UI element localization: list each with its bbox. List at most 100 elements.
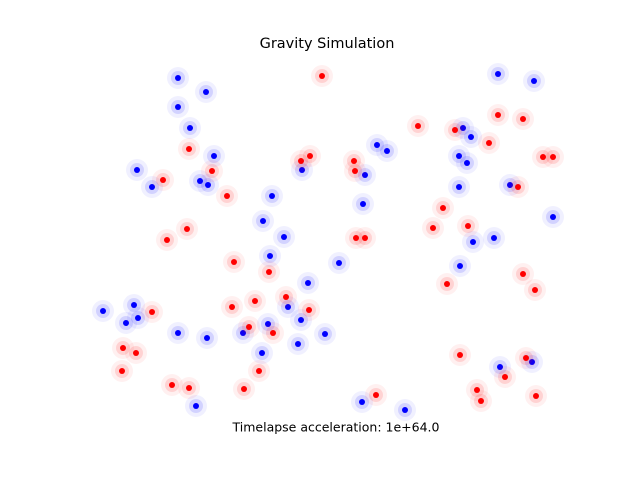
particle — [345, 227, 367, 249]
particle-core — [529, 359, 535, 365]
particle-core — [119, 368, 125, 374]
particle — [262, 322, 284, 344]
particle — [499, 174, 521, 196]
particle — [466, 379, 488, 401]
particle-core — [520, 116, 526, 122]
particle — [344, 160, 366, 182]
particle-core — [186, 146, 192, 152]
particle-core — [351, 158, 357, 164]
particle — [462, 231, 484, 253]
particle — [233, 378, 255, 400]
particle-core — [352, 168, 358, 174]
particle — [449, 344, 471, 366]
particle-core — [160, 177, 166, 183]
particle — [223, 251, 245, 273]
particle — [277, 296, 299, 318]
particle-core — [305, 280, 311, 286]
chart-title: Gravity Simulation — [260, 36, 395, 52]
particle-core — [231, 259, 237, 265]
particle-core — [241, 386, 247, 392]
particle — [354, 227, 376, 249]
particle-core — [452, 127, 458, 133]
particle-core — [457, 263, 463, 269]
particle-core — [123, 320, 129, 326]
particle — [152, 169, 174, 191]
particle — [290, 150, 312, 172]
particle — [185, 395, 207, 417]
particle-core — [298, 317, 304, 323]
particle — [452, 117, 474, 139]
particle — [221, 296, 243, 318]
particle-core — [353, 235, 359, 241]
particle-core — [531, 78, 537, 84]
particle-core — [374, 142, 380, 148]
particle-core — [120, 345, 126, 351]
particle — [203, 145, 225, 167]
particle — [156, 229, 178, 251]
particle-core — [456, 184, 462, 190]
particle-core — [134, 167, 140, 173]
particle-core — [252, 298, 258, 304]
particle — [311, 65, 333, 87]
particle-core — [193, 403, 199, 409]
particle — [195, 81, 217, 103]
particle — [432, 197, 454, 219]
particle-core — [478, 398, 484, 404]
particle — [196, 327, 218, 349]
particle-core — [204, 335, 210, 341]
particle-core — [362, 235, 368, 241]
particle — [111, 360, 133, 382]
particle-core — [464, 160, 470, 166]
particle — [314, 323, 336, 345]
particle-core — [507, 182, 513, 188]
annotation: Timelapse acceleration: 1e+64.0 — [232, 420, 440, 435]
particle-core — [540, 154, 546, 160]
particle — [542, 206, 564, 228]
particle — [179, 117, 201, 139]
particle-core — [203, 89, 209, 95]
particle — [407, 115, 429, 137]
particle — [422, 217, 444, 239]
particle — [127, 307, 149, 329]
particle-core — [224, 193, 230, 199]
particle-core — [550, 154, 556, 160]
particle — [525, 385, 547, 407]
particle — [470, 390, 492, 412]
particle — [376, 140, 398, 162]
particle — [112, 337, 134, 359]
particle — [448, 176, 470, 198]
particle — [115, 312, 137, 334]
particle — [141, 176, 163, 198]
particle — [216, 185, 238, 207]
particle — [252, 210, 274, 232]
particle-core — [440, 205, 446, 211]
particle — [542, 146, 564, 168]
particle-core — [532, 287, 538, 293]
particle — [328, 252, 350, 274]
particle-core — [359, 399, 365, 405]
particle — [352, 193, 374, 215]
particle — [259, 245, 281, 267]
particle-core — [175, 104, 181, 110]
particle — [126, 159, 148, 181]
particle-core — [523, 355, 529, 361]
particle — [512, 108, 534, 130]
particle-core — [415, 123, 421, 129]
particle-core — [283, 294, 289, 300]
particle-core — [468, 134, 474, 140]
particle-core — [486, 140, 492, 146]
particle — [161, 374, 183, 396]
particle-core — [430, 225, 436, 231]
particle — [351, 391, 373, 413]
particle-core — [306, 307, 312, 313]
particle-core — [470, 239, 476, 245]
particle — [512, 263, 534, 285]
particle — [487, 104, 509, 126]
particle-core — [197, 178, 203, 184]
particle-core — [465, 223, 471, 229]
particle-core — [373, 392, 379, 398]
particle — [258, 261, 280, 283]
particle-core — [360, 201, 366, 207]
particle-core — [186, 385, 192, 391]
